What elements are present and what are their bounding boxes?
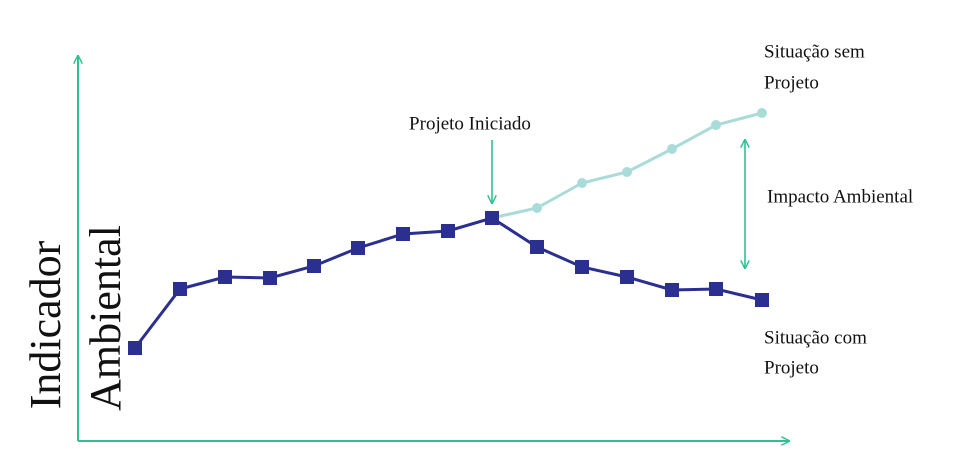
without-project-line [491,108,767,220]
start-label: Projeto Iniciado [409,113,531,134]
with-project-label: Situação com [764,327,867,348]
with-project-line [128,211,769,355]
y-axis-label: Ambiental [81,225,130,411]
with-project-label: Projeto [764,357,819,378]
without-project-label: Projeto [764,72,819,93]
impact-label: Impacto Ambiental [767,186,913,207]
points [128,211,769,355]
without-project-label: Situação sem [764,41,865,62]
y-axis-label: Indicador [21,240,70,409]
points [532,108,767,213]
